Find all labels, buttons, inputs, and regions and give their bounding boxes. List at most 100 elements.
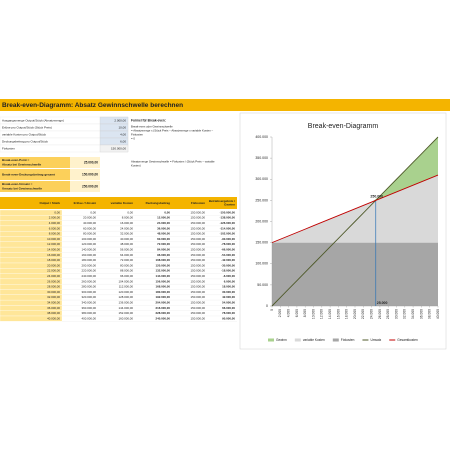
table-cell: 150.000,00 <box>191 253 206 257</box>
table-cell: 36.000,00 <box>157 226 170 230</box>
table-cell: 0,00 <box>164 210 170 214</box>
column-header: Erlöse / Umsatz <box>74 201 97 205</box>
table-cell: 136.000,00 <box>119 301 134 305</box>
table-cell: -126.000,00 <box>220 221 236 225</box>
result-label: Break-even-Deckungsbeitrag gesamt <box>2 172 55 176</box>
x-tick-label: 10.000 <box>311 309 315 319</box>
x-tick-label: 24.000 <box>369 309 373 319</box>
table-cell: 220.000,00 <box>82 269 97 273</box>
y-tick-label: 400.000 <box>255 135 268 139</box>
table-cell: 0,00 <box>90 210 96 214</box>
table-cell: 160.000,00 <box>119 316 134 320</box>
input-label: Erlöse pro Output/Stück (Stück Preis) <box>2 125 52 129</box>
table-cell: 340.000,00 <box>82 301 97 305</box>
x-tick-label: 26.000 <box>378 309 382 319</box>
table-cell: -66.000,00 <box>221 248 235 252</box>
table-cell: 320.000,00 <box>82 295 97 299</box>
table-cell: 104.000,00 <box>119 279 134 283</box>
table-cell: 84.000,00 <box>157 248 170 252</box>
column-header: Gewinn <box>224 203 235 207</box>
table-cell: 150.000,00 <box>191 210 206 214</box>
table-cell: 152.000,00 <box>119 311 134 315</box>
legend-label: Gewinn <box>276 338 287 342</box>
line <box>271 136 439 307</box>
table-cell: 120.000,00 <box>82 242 97 246</box>
table-cell: 150.000,00 <box>191 258 206 262</box>
x-tick-label: 2.000 <box>278 309 282 317</box>
table-cell: 38.000,00 <box>47 311 60 315</box>
table-cell: 8.000,00 <box>49 232 61 236</box>
x-tick-label: 0 <box>270 309 274 311</box>
x-tick-label: 28.000 <box>386 309 390 319</box>
table-cell: 72.000,00 <box>157 242 170 246</box>
table-cell: 30.000,00 <box>47 290 60 294</box>
input-value: 2.000,00 <box>114 118 126 122</box>
formula-line: Fixkosten <box>131 133 143 137</box>
x-tick-label: 38.000 <box>428 309 432 319</box>
table-cell: 140.000,00 <box>82 248 97 252</box>
table-cell: 18.000,00 <box>222 285 235 289</box>
table-cell: 300.000,00 <box>82 290 97 294</box>
input-label: Deckungsbeitrag pro Output/Stück <box>2 139 48 143</box>
table-cell: 56.000,00 <box>120 248 133 252</box>
table-cell: 150.000,00 <box>191 290 206 294</box>
table-cell: 30.000,00 <box>222 290 235 294</box>
table-cell: 150.000,00 <box>191 216 206 220</box>
table-cell: 192.000,00 <box>156 295 171 299</box>
y-tick-label: 300.000 <box>255 177 268 181</box>
table-cell: 150.000,00 <box>191 274 206 278</box>
input-label: Fixkosten <box>2 146 15 150</box>
y-tick-label: 200.000 <box>255 219 268 223</box>
table-cell: 132.000,00 <box>156 269 171 273</box>
table-cell: 150.000,00 <box>191 285 206 289</box>
table-cell: 6.000,00 <box>49 226 61 230</box>
result-value: 250.000,00 <box>82 184 98 188</box>
result-value-cell <box>70 157 100 168</box>
table-cell: 26.000,00 <box>47 279 60 283</box>
chart-title: Break-even-Diagramm <box>308 123 379 130</box>
table-cell: 96.000,00 <box>120 274 133 278</box>
table-cell: 260.000,00 <box>82 279 97 283</box>
line <box>271 174 439 244</box>
table-cell: 24.000,00 <box>47 274 60 278</box>
table-cell: 120.000,00 <box>119 290 134 294</box>
table-cell: 12.000,00 <box>157 216 170 220</box>
table-cell: 216.000,00 <box>156 306 171 310</box>
column-header: variable Kosten <box>111 201 134 205</box>
x-tick-label: 30.000 <box>394 309 398 319</box>
legend-swatch <box>294 338 301 342</box>
table-cell: 80.000,00 <box>83 232 96 236</box>
table-cell: 156.000,00 <box>156 279 171 283</box>
table-cell: 180.000,00 <box>156 290 171 294</box>
table-cell: 120.000,00 <box>156 263 171 267</box>
y-tick-label: 100.000 <box>255 262 268 266</box>
legend-swatch <box>332 338 339 342</box>
table-cell: 32.000,00 <box>47 295 60 299</box>
table-cell: 66.000,00 <box>222 306 235 310</box>
input-cell <box>99 144 129 153</box>
formula-line: = Absatzmenge x (Stück Preis – Absatzmen… <box>131 129 213 133</box>
input-value: 150.000,00 <box>111 146 126 150</box>
y-tick-label: 250.000 <box>255 198 268 202</box>
table-cell: 6.000,00 <box>224 279 236 283</box>
page-title: Break-even-Diagramm: Absatz Gewinnschwel… <box>2 102 183 109</box>
table-cell: 380.000,00 <box>82 311 97 315</box>
table-cell: 42.000,00 <box>222 295 235 299</box>
table-cell: 32.000,00 <box>120 232 133 236</box>
x-tick-label: 14.000 <box>328 309 332 319</box>
result-value: 25.000,00 <box>84 160 98 164</box>
input-label: Ausgangsmenge Output/Stück (Absatzmenge) <box>2 118 64 122</box>
input-label: variable Kosten pro Output/Stück <box>2 132 47 136</box>
x-tick-label: 18.000 <box>345 309 349 319</box>
table-cell: 48.000,00 <box>157 232 170 236</box>
table-cell: 22.000,00 <box>47 269 60 273</box>
table-cell: 0,00 <box>127 210 133 214</box>
table-cell: 16.000,00 <box>120 221 133 225</box>
x-tick-label: 12.000 <box>320 309 324 319</box>
table-cell: 150.000,00 <box>191 269 206 273</box>
table-cell: 108.000,00 <box>156 258 171 262</box>
table-cell: 150.000,00 <box>191 306 206 310</box>
annotation: 25.000 <box>377 301 388 305</box>
table-cell: 0,00 <box>54 210 60 214</box>
